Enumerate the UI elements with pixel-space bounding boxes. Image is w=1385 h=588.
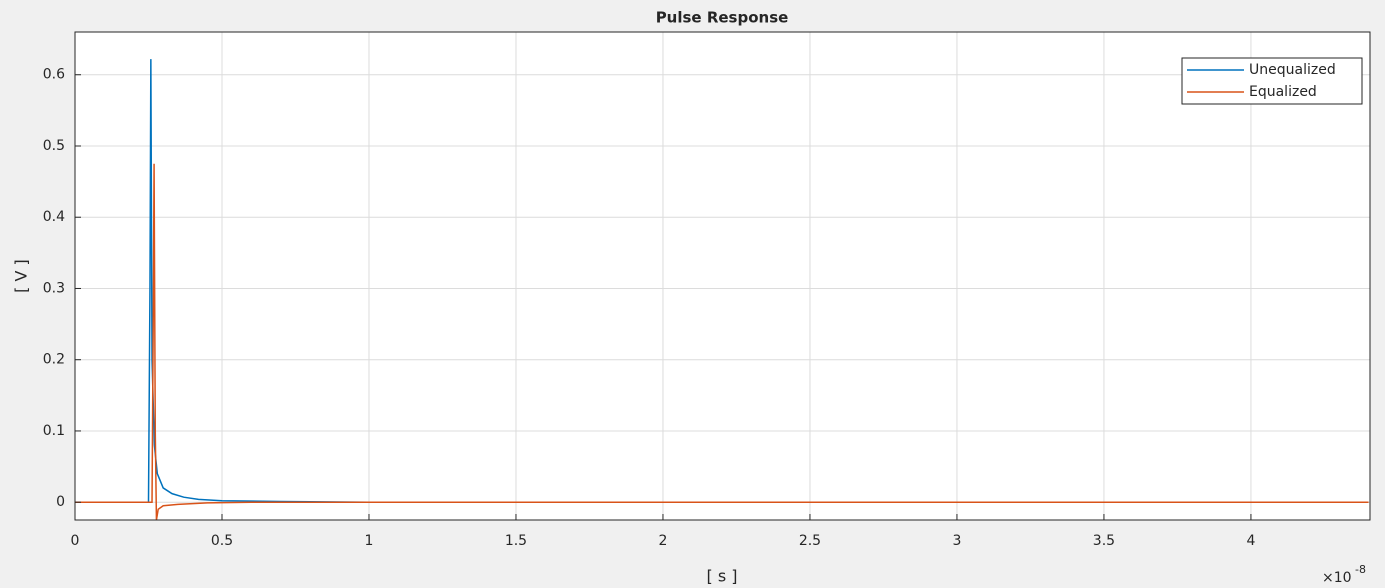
y-tick-label: 0.3 [43,280,65,296]
x-tick-label: 0 [71,533,80,549]
legend-box [1181,57,1363,105]
x-tick-label: 4 [1246,533,1255,549]
x-axis-label: [ s ] [707,567,738,586]
y-tick-label: 0.6 [43,67,65,83]
y-tick-label: 0.1 [43,423,65,439]
legend-label: Equalized [1249,84,1317,100]
lines [75,59,1369,520]
legend-label: Unequalized [1249,62,1336,78]
x-tick-label: 0.5 [211,533,233,549]
x-exponent-base: ×10 [1322,570,1352,586]
x-tick-label: 1 [365,533,374,549]
legend: Unequalized Equalized [1181,57,1363,105]
y-tick-label: 0.2 [43,352,65,368]
y-axis-label: [ V ] [12,259,31,293]
x-tick-label: 1.5 [505,533,527,549]
plot-area [75,32,1370,520]
x-tick-label: 3 [952,533,961,549]
x-tick-label: 2 [659,533,668,549]
x-tick-label: 3.5 [1093,533,1115,549]
series-line [75,59,1369,503]
y-tick-label: 0.5 [43,138,65,154]
y-tick-label: 0 [56,494,65,510]
axes-box [74,31,1371,521]
x-exponent: -8 [1355,563,1366,576]
y-tick-label: 0.4 [43,209,65,225]
x-tick-label: 2.5 [799,533,821,549]
series-line [75,163,1369,520]
chart-title: Pulse Response [656,9,789,27]
